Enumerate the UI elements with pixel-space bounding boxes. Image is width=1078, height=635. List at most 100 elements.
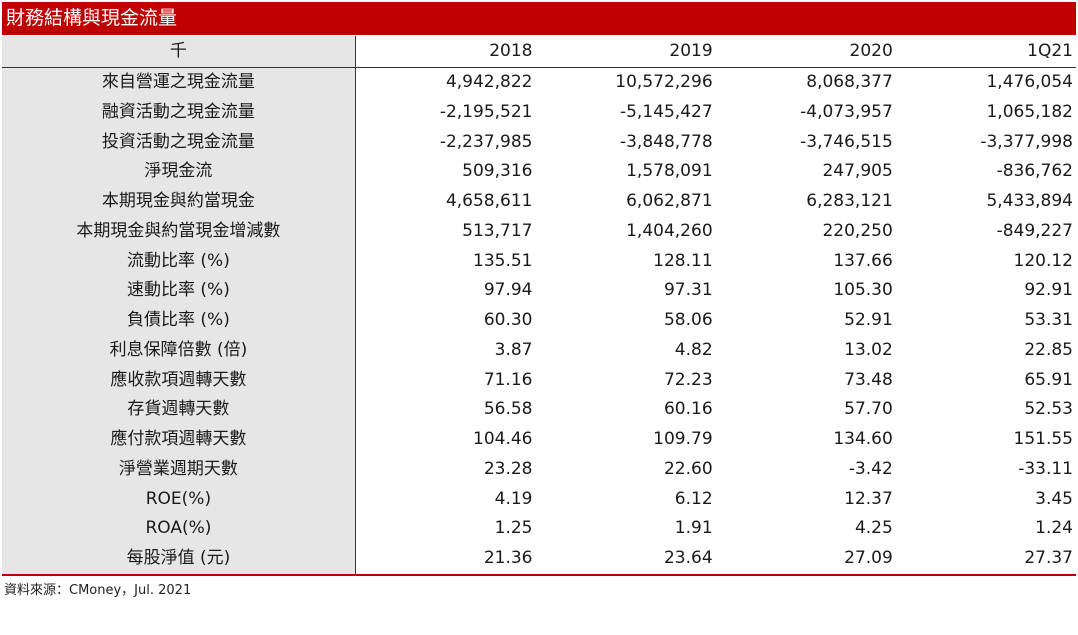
table-cell: 53.31	[1024, 310, 1073, 330]
row-label: 負債比率 (%)	[2, 306, 356, 336]
table-cell: 52.91	[844, 310, 893, 330]
row-label: ROE(%)	[2, 484, 356, 515]
table-cell: 10,572,296	[615, 72, 713, 92]
table-row: 投資活動之現金流量 -2,237,985 -3,848,778 -3,746,515 -…	[2, 127, 1076, 158]
table-cell: 3.87	[494, 339, 533, 360]
table-cell: 5,433,894	[986, 191, 1073, 211]
table-cell: -3,377,998	[980, 131, 1073, 152]
table-cell: 128.11	[653, 250, 713, 271]
table-cell: -2,237,985	[439, 131, 533, 152]
table-row: 應收款項週轉天數 71.16 72.23 73.48 65.91	[2, 365, 1076, 396]
table-cell: 8,068,377	[806, 72, 893, 92]
row-label: 利息保障倍數 (倍)	[2, 335, 356, 366]
table-cell: 73.48	[844, 369, 893, 390]
table-cell: 4,658,611	[445, 191, 533, 211]
row-label: 來自營運之現金流量	[2, 67, 356, 98]
table-cell: 4,942,822	[445, 72, 533, 92]
row-label: 應收款項週轉天數	[2, 365, 356, 396]
row-label: 每股淨值 (元)	[2, 544, 356, 576]
table-cell: 137.66	[833, 250, 893, 271]
table-cell: 120.12	[1013, 250, 1073, 271]
row-label: 投資活動之現金流量	[2, 127, 356, 158]
table-cell: 1.91	[674, 518, 713, 539]
table-cell: 23.64	[535, 544, 716, 576]
table-cell: -836,762	[996, 161, 1073, 182]
row-label: ROA(%)	[2, 514, 356, 544]
table-cell: 134.60	[833, 429, 893, 449]
header-row: 千 2018 2019 2020 1Q21	[2, 36, 1076, 68]
table-cell: 151.55	[1013, 429, 1073, 449]
table-row: 每股淨值 (元) 21.36 23.64 27.09 27.37	[2, 544, 1076, 576]
table-row: ROE(%) 4.19 6.12 12.37 3.45	[2, 484, 1076, 515]
table-cell: 3.45	[1035, 488, 1073, 509]
table-cell: 105.30	[833, 280, 893, 301]
table-cell: 513,717	[462, 220, 533, 241]
table-cell: 4.25	[854, 518, 893, 539]
table-cell: -3,848,778	[619, 131, 713, 152]
column-header: 2019	[535, 36, 716, 68]
table-row: 存貨週轉天數 56.58 60.16 57.70 52.53	[2, 395, 1076, 425]
table-row: 來自營運之現金流量 4,942,822 10,572,296 8,068,377 1,4…	[2, 67, 1076, 98]
row-label: 融資活動之現金流量	[2, 97, 356, 128]
table-cell: 92.91	[1024, 280, 1073, 301]
table-cell: -849,227	[996, 220, 1073, 241]
table-cell: 1.25	[494, 518, 533, 539]
table-cell: 60.30	[483, 310, 533, 330]
column-header: 1Q21	[895, 36, 1076, 68]
column-header: 2018	[355, 36, 536, 68]
row-label: 速動比率 (%)	[2, 276, 356, 306]
table-cell: 72.23	[663, 369, 713, 390]
financial-table: 千 2018 2019 2020 1Q21 來自營運之現金流量 4,942,822…	[2, 36, 1076, 576]
table-cell: -3,746,515	[800, 131, 893, 152]
table-cell: 65.91	[1024, 369, 1073, 390]
table-cell: 1,578,091	[626, 161, 713, 182]
table-cell: 23.28	[483, 458, 533, 479]
table-cell: 22.60	[663, 458, 713, 479]
table-row: 淨現金流 509,316 1,578,091 247,905 -836,762	[2, 157, 1076, 187]
table-cell: 4.19	[494, 488, 533, 509]
row-label: 本期現金與約當現金增減數	[2, 216, 356, 247]
table-row: 應付款項週轉天數 104.46 109.79 134.60 151.55	[2, 425, 1076, 455]
table-cell: 22.85	[1024, 339, 1073, 360]
table-cell: 27.09	[715, 544, 896, 576]
table-cell: 6,283,121	[806, 191, 893, 211]
table-cell: 6,062,871	[626, 191, 713, 211]
table-cell: 12.37	[844, 488, 893, 509]
unit-header: 千	[2, 36, 356, 68]
row-label: 應付款項週轉天數	[2, 425, 356, 455]
table-body: 來自營運之現金流量 4,942,822 10,572,296 8,068,377 1,4…	[2, 67, 1076, 576]
table-cell: 97.31	[663, 280, 713, 301]
table-cell: 1,404,260	[626, 220, 713, 241]
table-row: 本期現金與約當現金 4,658,611 6,062,871 6,283,121 5,43…	[2, 187, 1076, 217]
table-cell: 247,905	[822, 161, 893, 182]
table-cell: 509,316	[462, 161, 533, 182]
row-label: 存貨週轉天數	[2, 395, 356, 425]
table-cell: 109.79	[653, 429, 713, 449]
row-label: 淨現金流	[2, 157, 356, 187]
table-cell: 13.02	[844, 339, 893, 360]
table-cell: 135.51	[473, 250, 533, 271]
table-cell: 97.94	[483, 280, 533, 301]
table-cell: 60.16	[663, 399, 713, 420]
table-cell: 57.70	[844, 399, 893, 420]
table-row: 本期現金與約當現金增減數 513,717 1,404,260 220,250 -849,…	[2, 216, 1076, 247]
table-cell: 71.16	[483, 369, 533, 390]
table-cell: 4.82	[674, 339, 713, 360]
table-cell: 58.06	[663, 310, 713, 330]
row-label: 淨營業週期天數	[2, 454, 356, 485]
table-cell: -2,195,521	[439, 101, 533, 122]
table-cell: 1,476,054	[986, 72, 1073, 92]
table-row: 利息保障倍數 (倍) 3.87 4.82 13.02 22.85	[2, 335, 1076, 366]
table-cell: -5,145,427	[619, 101, 713, 122]
table-cell: 220,250	[822, 220, 893, 241]
table-cell: -33.11	[1018, 458, 1073, 479]
table-cell: 52.53	[1024, 399, 1073, 420]
row-label: 流動比率 (%)	[2, 246, 356, 277]
table-row: 淨營業週期天數 23.28 22.60 -3.42 -33.11	[2, 454, 1076, 485]
source-note: 資料來源：CMoney，Jul. 2021	[4, 583, 192, 598]
column-header: 2020	[715, 36, 896, 68]
table-row: ROA(%) 1.25 1.91 4.25 1.24	[2, 514, 1076, 544]
table-row: 融資活動之現金流量 -2,195,521 -5,145,427 -4,073,957 1…	[2, 97, 1076, 128]
table-cell: 56.58	[483, 399, 533, 420]
table-cell: -3.42	[848, 458, 893, 479]
